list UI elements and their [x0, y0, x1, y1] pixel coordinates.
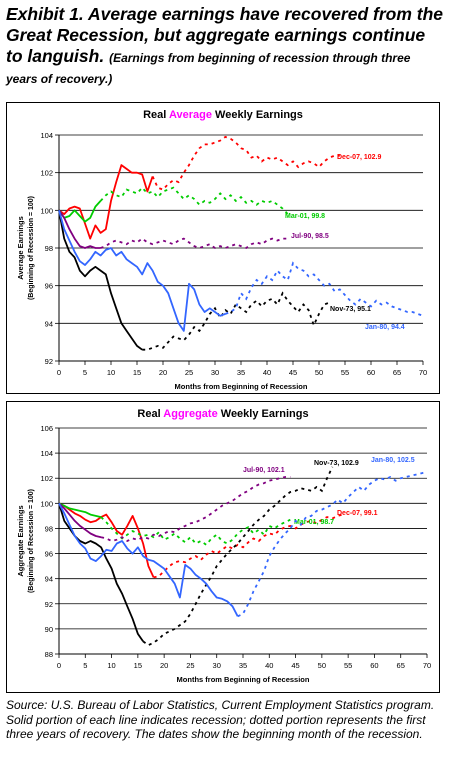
series-line-dec-07-recession — [58, 164, 154, 240]
average-earnings-chart: 92 94 96 98 100 102 104 0 5 10 15 20 25 30 35 40 45 50 55 6… — [16, 131, 427, 391]
x-tick-label: 15 — [133, 368, 141, 377]
aggregate-earnings-chart: 88 90 92 94 96 98 100 102 104 106 0 5 10 15 20 25 30 35 40… — [16, 424, 431, 684]
x-tick-label: 25 — [185, 368, 193, 377]
x-axis-label: Months from Beginning of Recession — [177, 675, 310, 684]
x-tick-label: 70 — [423, 661, 431, 670]
chart-title-accent: Aggregate — [163, 408, 218, 420]
x-tick-label: 65 — [397, 661, 405, 670]
chart-title: Real Average Weekly Earnings — [7, 109, 439, 121]
series-line-mar-01-recession — [58, 502, 102, 518]
average-earnings-chart-panel: Real Average Weekly Earnings 92 94 96 98 100… — [6, 102, 440, 394]
series-line-dec-07-recovery — [153, 513, 344, 579]
x-tick-label: 55 — [341, 368, 349, 377]
y-tick-label: 96 — [45, 282, 53, 291]
x-tick-label: 40 — [265, 661, 273, 670]
x-tick-label: 65 — [393, 368, 401, 377]
exhibit-subtitle: (Earnings from beginning of recession th… — [6, 51, 411, 86]
y-tick-label: 98 — [45, 524, 53, 533]
series-line-mar-01-recovery — [100, 516, 291, 547]
x-tick-label: 55 — [344, 661, 352, 670]
y-tick-label: 100 — [40, 206, 53, 215]
series-line-dec-07-recession — [58, 502, 155, 578]
y-tick-label: 88 — [45, 650, 53, 659]
x-tick-label: 5 — [83, 368, 87, 377]
y-tick-label: 104 — [40, 449, 53, 458]
x-tick-label: 20 — [160, 661, 168, 670]
y-tick-label: 100 — [40, 499, 53, 508]
x-tick-label: 50 — [318, 661, 326, 670]
y-tick-label: 94 — [45, 575, 53, 584]
x-tick-label: 70 — [419, 368, 427, 377]
chart-title-prefix: Real — [143, 109, 169, 121]
series-line-nov-73-recovery — [142, 466, 334, 647]
series-line-jul-90-recession — [58, 502, 102, 539]
y-tick-label: 98 — [45, 244, 53, 253]
x-tick-label: 60 — [370, 661, 378, 670]
series-line-jan-80-recession — [58, 210, 226, 332]
exhibit-title-text: Exhibit 1. Average earnings have recover… — [6, 4, 444, 66]
x-tick-label: 10 — [107, 661, 115, 670]
y-tick-label: 92 — [45, 357, 53, 366]
series-line-nov-73-recovery — [142, 291, 330, 351]
series-end-label-dec-07: Dec-07, 102.9 — [337, 154, 381, 161]
y-tick-label: 90 — [45, 625, 53, 634]
y-axis-label: Average Earnings — [16, 216, 25, 280]
x-tick-label: 35 — [239, 661, 247, 670]
y-tick-label: 104 — [40, 131, 53, 140]
series-end-label-nov-73: Nov-73, 95.1 — [330, 306, 371, 313]
series-line-jan-80-recovery — [237, 471, 428, 618]
aggregate-earnings-chart-panel: Real Aggregate Weekly Earnings 88 90 92 94 9… — [6, 401, 440, 693]
y-tick-label: 102 — [40, 474, 53, 483]
x-tick-label: 10 — [107, 368, 115, 377]
x-tick-label: 0 — [57, 661, 61, 670]
chart-title-suffix: Weekly Earnings — [212, 109, 303, 121]
series-line-jul-90-recovery — [100, 237, 288, 250]
x-tick-label: 45 — [289, 368, 297, 377]
series-line-nov-73-recession — [58, 210, 143, 351]
y-axis-label-2: (Beginning of Recession = 100) — [28, 489, 35, 593]
y-tick-label: 106 — [40, 424, 53, 433]
x-tick-label: 25 — [186, 661, 194, 670]
y-tick-label: 102 — [40, 169, 53, 178]
chart-title-accent: Average — [168, 109, 212, 121]
x-tick-label: 30 — [213, 661, 221, 670]
x-tick-label: 5 — [83, 661, 87, 670]
y-tick-label: 92 — [45, 600, 53, 609]
series-end-label-mar-01: Mar-01, 98.7 — [294, 519, 334, 526]
x-axis-label: Months from Beginning of Recession — [175, 382, 308, 391]
series-line-nov-73-recession — [58, 503, 144, 642]
x-tick-label: 0 — [57, 368, 61, 377]
y-tick-label: 96 — [45, 550, 53, 559]
x-tick-label: 35 — [237, 368, 245, 377]
series-line-mar-01-recovery — [99, 186, 289, 215]
series-line-jan-80-recession — [58, 502, 239, 617]
exhibit-title: Exhibit 1. Average earnings have recover… — [6, 4, 444, 88]
x-tick-label: 30 — [211, 368, 219, 377]
x-tick-label: 15 — [134, 661, 142, 670]
y-axis-label: Aggregate Earnings — [16, 505, 25, 576]
x-tick-label: 40 — [263, 368, 271, 377]
series-end-label-nov-73: Nov-73, 102.9 — [314, 460, 359, 467]
chart-title-suffix: Weekly Earnings — [217, 408, 309, 420]
series-line-jan-80-recovery — [225, 261, 424, 317]
x-tick-label: 60 — [367, 368, 375, 377]
series-end-label-jan-80: Jan-80, 94.4 — [365, 324, 405, 331]
series-line-dec-07-recovery — [151, 135, 340, 191]
series-end-label-jan-80: Jan-80, 102.5 — [371, 457, 415, 464]
series-end-label-dec-07: Dec-07, 99.1 — [337, 510, 378, 517]
x-tick-label: 20 — [159, 368, 167, 377]
series-line-jul-90-recession — [58, 209, 101, 249]
series-line-mar-01-recession — [58, 200, 102, 223]
y-axis-label-2: (Beginning of Recession = 100) — [28, 196, 35, 300]
x-tick-label: 45 — [291, 661, 299, 670]
chart-title: Real Aggregate Weekly Earnings — [7, 408, 439, 420]
source-note: Source: U.S. Bureau of Labor Statistics,… — [6, 698, 435, 741]
series-end-label-jul-90: Jul-90, 98.5 — [291, 233, 329, 240]
series-line-jul-90-recovery — [100, 476, 291, 543]
series-end-label-jul-90: Jul-90, 102.1 — [243, 467, 285, 474]
y-tick-label: 94 — [45, 319, 53, 328]
series-end-label-mar-01: Mar-01, 99.8 — [285, 213, 325, 220]
x-tick-label: 50 — [315, 368, 323, 377]
chart-title-prefix: Real — [137, 408, 164, 420]
